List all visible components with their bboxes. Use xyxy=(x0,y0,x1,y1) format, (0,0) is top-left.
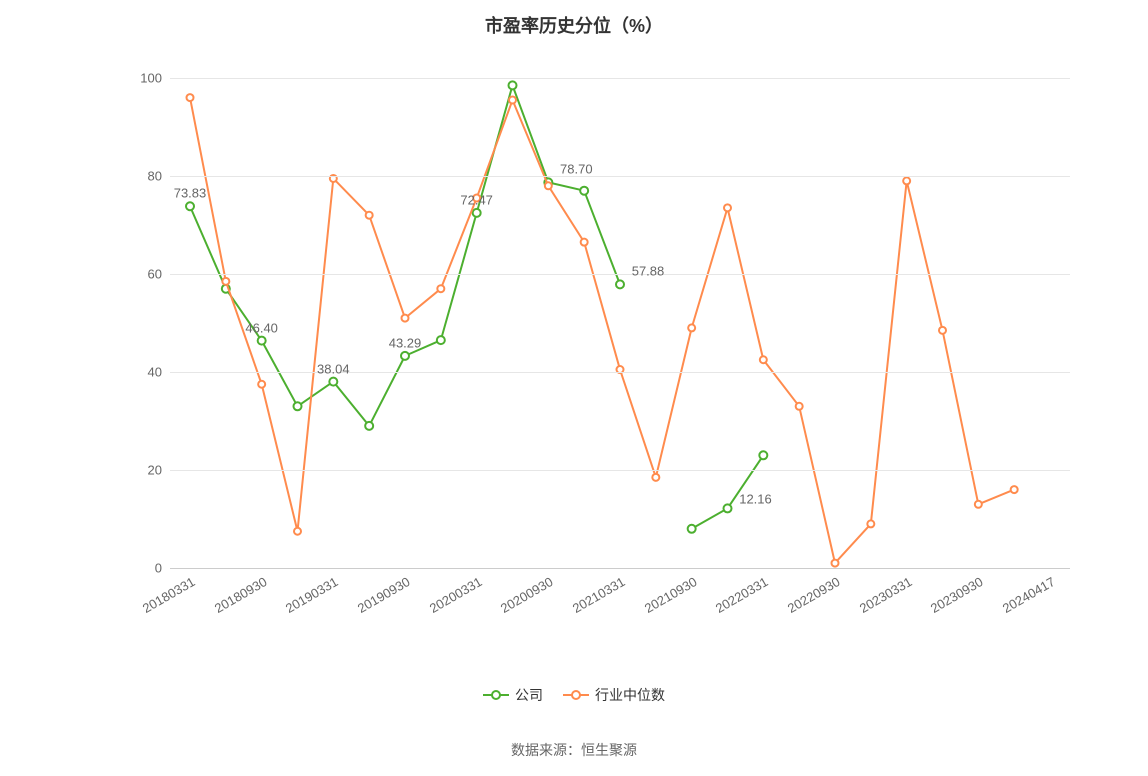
x-tick-label: 20180331 xyxy=(140,574,198,616)
series-marker xyxy=(1011,486,1018,493)
series-marker xyxy=(258,381,265,388)
series-marker xyxy=(939,327,946,334)
series-marker xyxy=(473,209,481,217)
series-marker xyxy=(867,520,874,527)
series-line xyxy=(190,98,1014,563)
series-marker xyxy=(580,187,588,195)
legend-label: 公司 xyxy=(515,685,543,705)
series-marker xyxy=(975,501,982,508)
x-tick-label: 20190930 xyxy=(355,574,413,616)
series-marker xyxy=(724,504,732,512)
series-marker xyxy=(365,422,373,430)
x-tick-label: 20210331 xyxy=(570,574,628,616)
x-tick-label: 20200331 xyxy=(427,574,485,616)
series-marker xyxy=(186,202,194,210)
chart-title: 市盈率历史分位（%） xyxy=(0,12,1148,38)
legend: 公司 行业中位数 xyxy=(0,685,1148,705)
series-marker xyxy=(294,402,302,410)
gridline xyxy=(170,274,1070,275)
series-marker xyxy=(294,528,301,535)
series-marker xyxy=(832,560,839,567)
x-tick-label: 20180930 xyxy=(212,574,270,616)
y-tick-label: 0 xyxy=(155,561,162,576)
plot-area: 0204060801002018033120180930201903312019… xyxy=(170,78,1070,568)
x-tick-label: 20210930 xyxy=(642,574,700,616)
series-marker xyxy=(759,451,767,459)
source-value: 恒生聚源 xyxy=(581,742,637,758)
gridline xyxy=(170,176,1070,177)
legend-swatch xyxy=(563,688,589,702)
series-marker xyxy=(581,239,588,246)
legend-item[interactable]: 公司 xyxy=(483,685,543,705)
series-marker xyxy=(187,94,194,101)
series-marker xyxy=(401,352,409,360)
series-marker xyxy=(760,356,767,363)
series-marker xyxy=(437,336,445,344)
y-tick-label: 60 xyxy=(148,267,162,282)
gridline xyxy=(170,372,1070,373)
series-marker xyxy=(616,280,624,288)
series-marker xyxy=(724,204,731,211)
y-tick-label: 80 xyxy=(148,169,162,184)
gridline xyxy=(170,470,1070,471)
series-marker xyxy=(258,337,266,345)
series-marker xyxy=(329,378,337,386)
x-tick-label: 20200930 xyxy=(498,574,556,616)
gridline xyxy=(170,568,1070,569)
series-marker xyxy=(437,285,444,292)
series-line xyxy=(190,85,763,528)
series-marker xyxy=(652,474,659,481)
x-tick-label: 20240417 xyxy=(1000,574,1058,616)
x-tick-label: 20220930 xyxy=(785,574,843,616)
x-tick-label: 20220331 xyxy=(713,574,771,616)
pe-percentile-chart: 市盈率历史分位（%） 02040608010020180331201809302… xyxy=(0,0,1148,776)
series-marker xyxy=(509,97,516,104)
source-label: 数据来源： xyxy=(511,742,581,758)
x-tick-label: 20190331 xyxy=(283,574,341,616)
x-tick-label: 20230331 xyxy=(857,574,915,616)
series-marker xyxy=(545,182,552,189)
data-source: 数据来源：恒生聚源 xyxy=(0,740,1148,760)
gridline xyxy=(170,78,1070,79)
series-marker xyxy=(903,177,910,184)
series-marker xyxy=(222,278,229,285)
series-marker xyxy=(366,212,373,219)
x-tick-label: 20230930 xyxy=(928,574,986,616)
series-marker xyxy=(509,81,517,89)
legend-item[interactable]: 行业中位数 xyxy=(563,685,665,705)
series-marker xyxy=(796,403,803,410)
legend-swatch xyxy=(483,688,509,702)
series-marker xyxy=(402,315,409,322)
legend-label: 行业中位数 xyxy=(595,685,665,705)
series-marker xyxy=(688,525,696,533)
series-marker xyxy=(688,324,695,331)
y-tick-label: 100 xyxy=(140,71,162,86)
y-tick-label: 40 xyxy=(148,365,162,380)
chart-lines xyxy=(170,78,1070,568)
y-tick-label: 20 xyxy=(148,463,162,478)
series-marker xyxy=(473,195,480,202)
